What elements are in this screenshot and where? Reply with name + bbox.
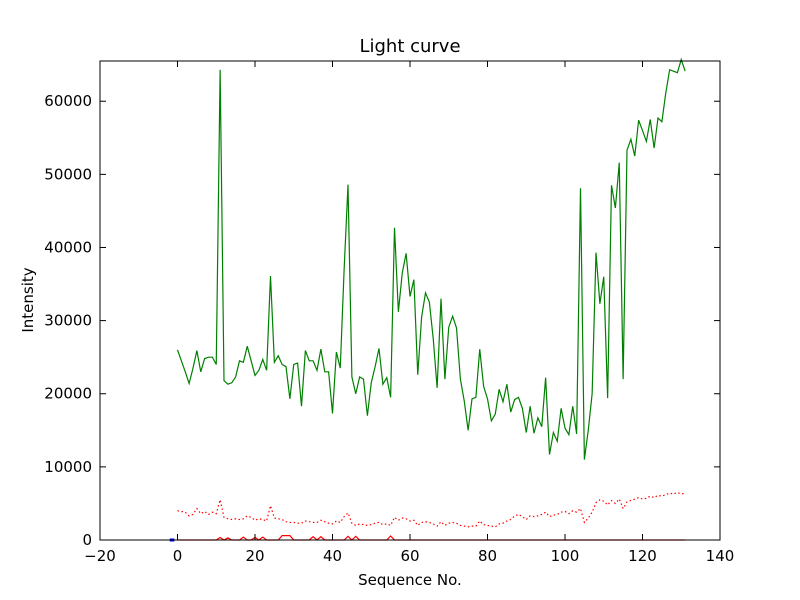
y-tick-label: 40000 [44, 238, 92, 256]
x-tick-label: 80 [478, 547, 497, 565]
x-tick-label: 0 [173, 547, 183, 565]
x-tick-label: 120 [628, 547, 657, 565]
y-tick-label: 0 [82, 531, 92, 549]
x-tick-label: 20 [245, 547, 264, 565]
plot-area [99, 57, 721, 542]
x-tick-label: 40 [323, 547, 342, 565]
y-tick-label: 20000 [44, 385, 92, 403]
x-tick-label: 100 [551, 547, 580, 565]
x-tick-label: −20 [84, 547, 116, 565]
y-tick-label: 50000 [44, 165, 92, 183]
y-axis: 0 10000 20000 30000 40000 50000 60000 [44, 92, 720, 549]
plot-background [100, 61, 720, 540]
series-line-1 [176, 57, 686, 460]
y-tick-label: 30000 [44, 312, 92, 330]
x-tick-label: 60 [400, 547, 419, 565]
chart-title: Light curve [359, 36, 460, 57]
x-axis: −20 0 20 40 60 80 100 120 140 [84, 61, 734, 565]
y-tick-label: 10000 [44, 458, 92, 476]
y-tick-label: 60000 [44, 92, 92, 110]
x-tick-label: 140 [706, 547, 735, 565]
x-axis-label: Sequence No. [358, 571, 462, 589]
y-axis-label: Intensity [19, 267, 37, 332]
